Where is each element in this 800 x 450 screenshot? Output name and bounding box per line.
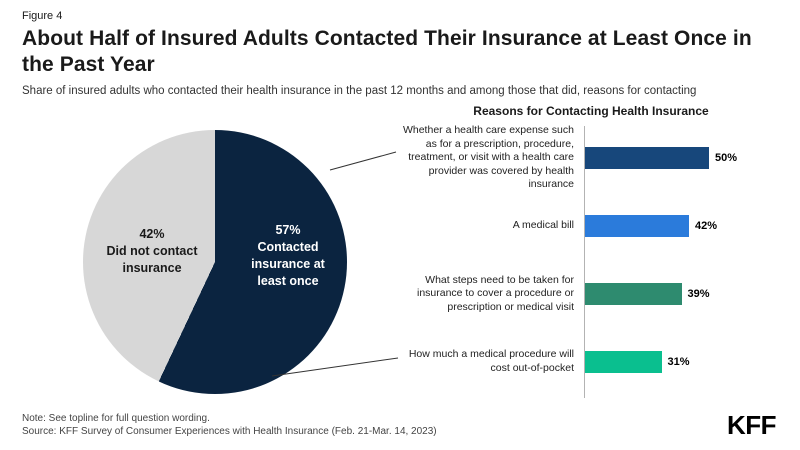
source-line: Source: KFF Survey of Consumer Experienc… — [22, 426, 437, 437]
bar-label: What steps need to be taken for insuranc… — [416, 273, 574, 313]
bar-row-medical-bill: A medical bill 42% — [392, 192, 790, 260]
bar-label: How much a medical procedure will cost o… — [408, 348, 574, 374]
bar-value-label: 39% — [687, 288, 710, 300]
bar-track: 31% — [584, 351, 790, 373]
bar-row-coverage: Whether a health care expense such as fo… — [392, 124, 790, 192]
subtitle: Share of insured adults who contacted th… — [22, 85, 697, 97]
bar-value-label: 31% — [667, 356, 690, 368]
bar — [584, 215, 689, 237]
pie-pct-did-not-contact: 42% — [139, 227, 165, 241]
bar-chart: Reasons for Contacting Health Insurance … — [392, 104, 790, 396]
bar-chart-title: Reasons for Contacting Health Insurance — [473, 104, 709, 118]
bar-track: 50% — [584, 147, 790, 169]
bar-label: A medical bill — [512, 219, 574, 232]
bar-value-label: 50% — [715, 152, 738, 164]
bar — [584, 283, 682, 305]
kff-logo: KFF — [726, 410, 777, 440]
figure-label: Figure 4 — [22, 10, 63, 22]
footnotes: Note: See topline for full question word… — [22, 412, 437, 438]
bar-row-steps: What steps need to be taken for insuranc… — [392, 260, 790, 328]
note-line: Note: See topline for full question word… — [22, 413, 210, 424]
bar-track: 39% — [584, 283, 790, 305]
bar-rows: Whether a health care expense such as fo… — [392, 124, 790, 396]
pie-pct-contacted: 57% — [275, 223, 301, 237]
pie-label-contacted: 57% Contacted insurance at least once — [236, 222, 340, 290]
pie-label-did-not-contact: 42% Did not contact insurance — [88, 226, 216, 277]
bar-label: Whether a health care expense such as fo… — [402, 123, 574, 191]
bar-value-label: 42% — [695, 220, 718, 232]
bar-row-cost: How much a medical procedure will cost o… — [392, 328, 790, 396]
bar — [584, 351, 662, 373]
pie-text-contacted: Contacted insurance at least once — [251, 239, 325, 288]
pie-chart — [83, 130, 347, 394]
bar-axis-line — [584, 126, 585, 398]
pie-text-did-not-contact: Did not contact insurance — [106, 243, 198, 275]
page-title: About Half of Insured Adults Contacted T… — [22, 27, 752, 76]
bar-track: 42% — [584, 215, 790, 237]
bar — [584, 147, 709, 169]
